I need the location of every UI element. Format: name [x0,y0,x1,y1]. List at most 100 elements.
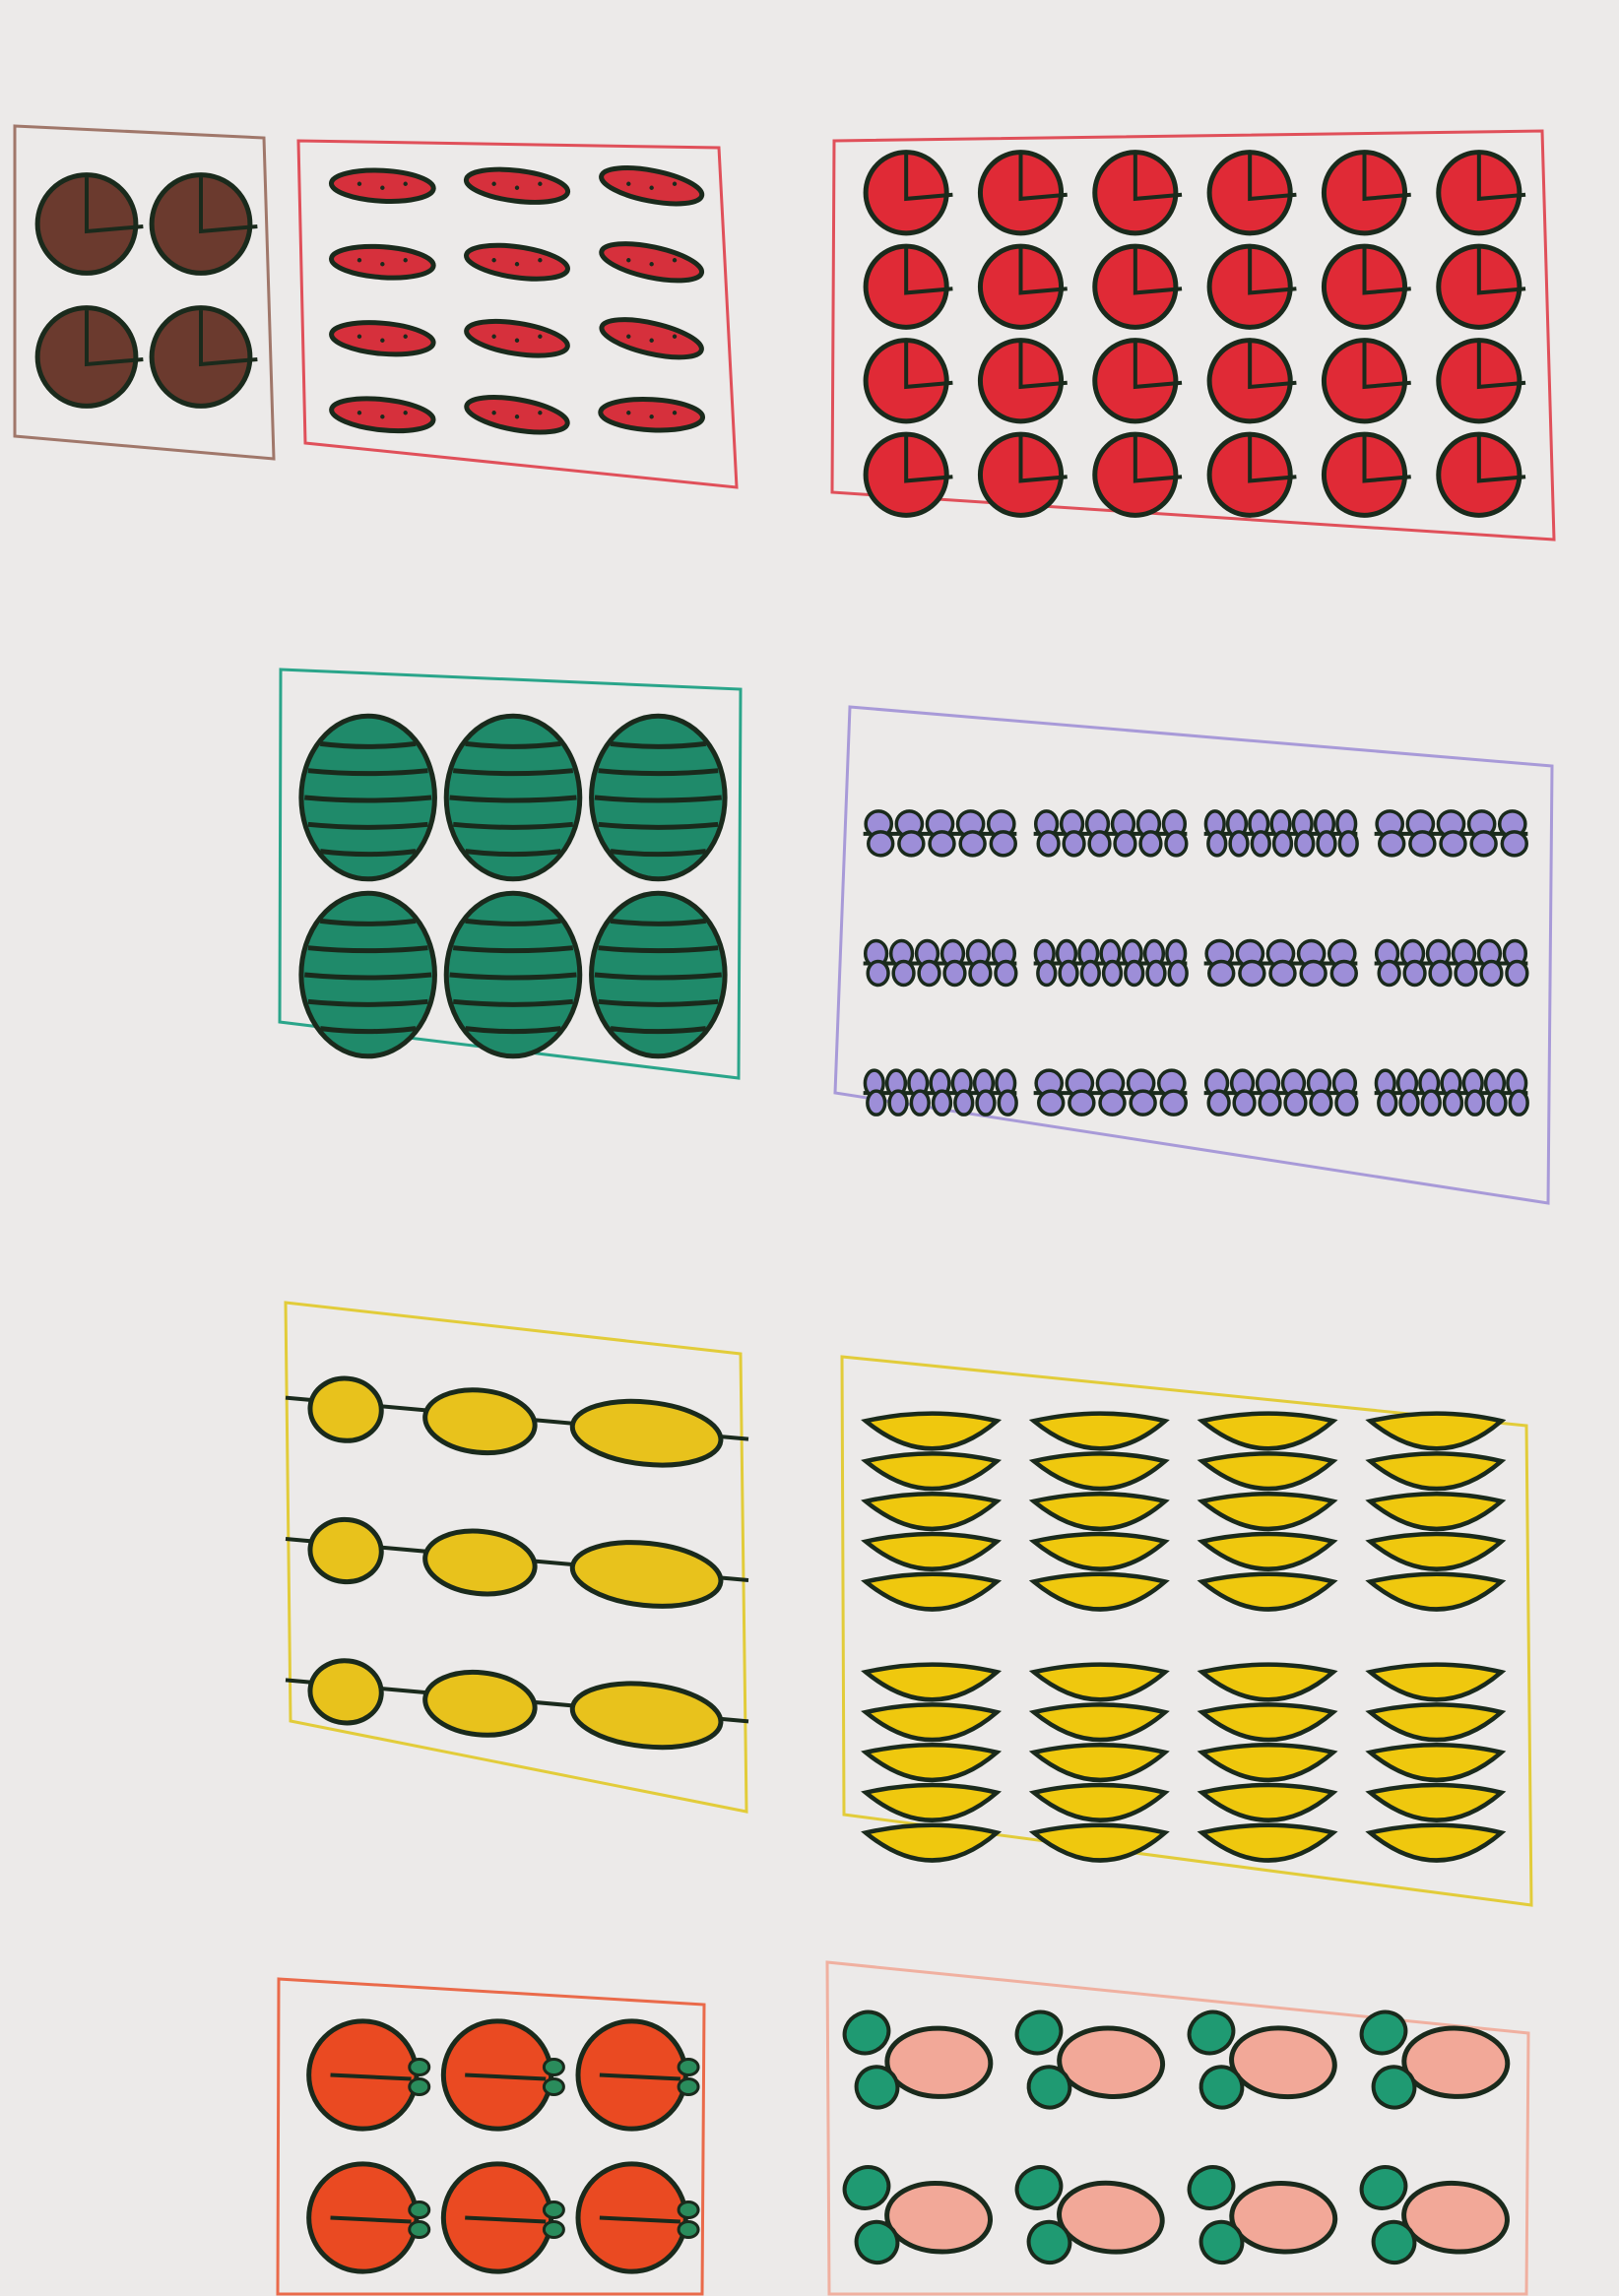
fruit-yellow-oval [422,1528,538,1597]
fruit-yellow-oval [307,1516,384,1585]
fruit-orange [440,2018,565,2132]
fruit-watermelon [298,713,437,882]
fruit-seeded-oval [599,165,705,207]
fruit-apple [863,150,953,236]
panel-brown-apples [13,124,276,461]
fruit-seeded-oval [599,241,705,284]
fruit-peach [1187,2165,1338,2265]
fruit-orange [575,2018,700,2132]
fruit-apple [977,243,1068,330]
panels-layer [13,124,1556,2296]
fruit-banana-bunch [1365,1662,1507,1863]
fruit-yellow-oval [307,1375,384,1443]
fruit-peach [1014,2009,1166,2110]
fruit-seeded-oval [464,395,570,435]
fruit-grape-bunch [863,1068,1018,1116]
panel-banana-stacks [840,1355,1533,1907]
panel-frame [284,1301,748,1814]
fruit-seeded-oval [599,317,704,360]
fruit-apple [1436,150,1526,236]
fruit-grape-bunch [1203,809,1359,858]
panel-frame [278,668,743,1080]
fruit-orange [306,2018,431,2132]
fruit-apple [1206,243,1297,330]
fruit-apple [1092,150,1183,236]
fruit-apple [1092,431,1183,518]
fruit-watermelon [589,890,728,1059]
fruit-grape-bunch [1374,1068,1529,1116]
fruit-yellow-oval [422,1387,538,1456]
fruit-apple [1321,243,1411,330]
fruit-grape-bunch [1203,938,1358,988]
fruit-apple [977,338,1068,424]
fruit-grape-bunch [1033,1068,1188,1116]
fruit-banana-bunch [861,1411,1003,1612]
fruit-watermelon [589,713,728,882]
fruit-yellow-oval [569,1681,724,1751]
fruit-peach [1187,2009,1337,2110]
panel-frame [833,705,1554,1205]
panel-frame [830,129,1556,542]
fruit-orange [306,2161,431,2274]
fruit-watermelon [443,713,583,882]
fruit-yellow-oval [307,1658,384,1726]
fruit-seeded-oval [598,397,706,433]
fruit-apple [1321,338,1411,424]
fruit-peach [1359,2009,1511,2110]
fruit-apple [34,172,144,276]
fruit-peach [842,2009,994,2110]
fruit-apple [1436,338,1526,424]
fruit-apple [34,305,144,409]
fruit-apple [977,150,1068,236]
fruit-banana-bunch [1197,1411,1338,1612]
fruit-grape-bunch [1033,938,1189,988]
fruit-apple [863,431,953,518]
fruit-banana-bunch [1028,1662,1170,1863]
fruit-apple [1436,243,1526,330]
fruit-grape-bunch [1203,1068,1359,1116]
fruit-watermelon [443,890,583,1059]
panel-frame [840,1355,1533,1907]
panel-frame [296,139,739,489]
fruit-yellow-oval [569,1540,724,1609]
fruit-apple [149,305,258,409]
panel-frame [276,1977,706,2296]
fruit-seeded-oval [329,320,436,357]
fruit-orange [440,2161,565,2274]
fruit-apple [1206,431,1297,518]
fruit-grape-bunch [1374,938,1529,988]
fruit-banana-bunch [861,1662,1003,1863]
fruit-peach [842,2165,994,2265]
fruit-grape-bunch [1033,809,1189,858]
panel-peaches [825,1960,1530,2296]
fruit-apple [977,431,1068,518]
fruit-seeded-oval [463,166,571,205]
fruit-apple [1092,243,1183,330]
fruit-apple [149,172,258,276]
fruit-apple [1206,150,1297,236]
fruit-grape-bunch [863,938,1018,988]
fruit-seeded-oval [328,167,436,204]
fruit-apple [1436,431,1526,518]
fruit-grape-bunch [1374,809,1528,858]
panel-oranges [276,1977,706,2296]
fruit-seeded-oval [464,242,570,282]
panel-frame [825,1960,1530,2296]
fruit-apple [863,338,953,424]
fruit-yellow-oval [422,1669,538,1738]
fruit-apple [1092,338,1183,424]
fruit-watermelon [298,890,437,1059]
panel-yellow-chains [284,1301,749,1814]
fruit-seeded-oval [329,396,436,434]
fruit-peach [1014,2165,1165,2265]
fruit-orange [575,2161,700,2274]
fruit-banana-bunch [1197,1662,1338,1863]
panel-red-seeds [296,139,739,489]
fruit-apple [1321,431,1411,518]
fruit-yellow-oval [569,1398,724,1468]
fruit-grape-bunch [863,809,1017,858]
panel-frame [13,124,276,461]
fruit-seeded-oval [329,243,436,281]
fruit-apple [1321,150,1411,236]
